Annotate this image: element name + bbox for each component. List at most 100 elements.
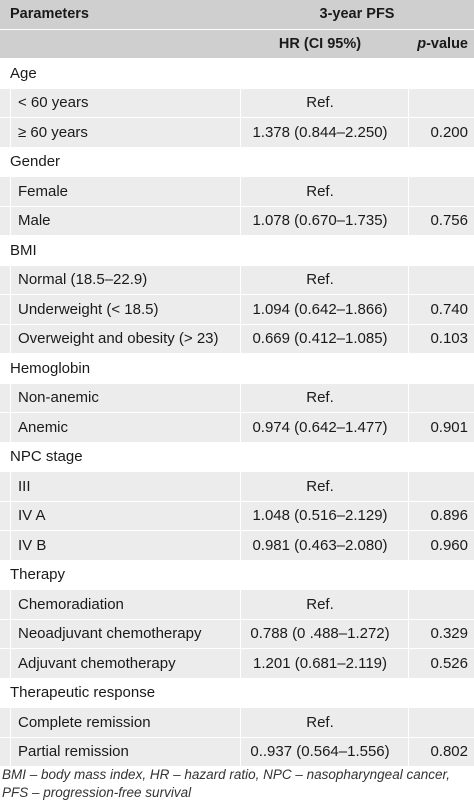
column-divider [408, 265, 409, 294]
column-divider [10, 118, 11, 147]
column-divider [408, 295, 409, 324]
table-footnote: BMI – body mass index, HR – hazard ratio… [2, 766, 472, 802]
category-label: Therapy [10, 566, 66, 584]
column-divider [408, 413, 409, 442]
column-divider [10, 531, 11, 560]
p-value [408, 384, 474, 413]
footnote-line-2: PFS – progression-free survival [2, 785, 192, 800]
column-divider [10, 472, 11, 501]
p-value: 0.802 [430, 743, 468, 761]
row-label: Non-anemic [18, 389, 99, 407]
p-value: 0.756 [430, 212, 468, 230]
table-row: Partial remission 0..937 (0.564–1.556) 0.8… [0, 737, 474, 767]
column-divider [408, 708, 409, 737]
column-divider [240, 737, 241, 766]
hr-value: Ref. [306, 271, 334, 289]
p-value: 0.896 [430, 507, 468, 525]
column-divider [408, 619, 409, 648]
row-label: < 60 years [18, 94, 89, 112]
row-label: IV B [18, 536, 47, 554]
column-divider [10, 295, 11, 324]
row-label: Chemoradiation [18, 595, 124, 613]
header-row-top: Parameters 3-year PFS [0, 0, 474, 30]
category-row: Gender [0, 147, 474, 177]
column-divider [408, 649, 409, 678]
table-row: Non-anemic Ref. [0, 383, 474, 413]
table-row: IV A 1.048 (0.516–2.129) 0.896 [0, 501, 474, 531]
row-label: IV A [18, 507, 46, 525]
p-value: 0.329 [430, 625, 468, 643]
row-label: Adjuvant chemotherapy [18, 654, 176, 672]
column-divider [240, 590, 241, 619]
hr-value: 0.788 (0 .488–1.272) [250, 625, 390, 643]
hr-value: 0.669 (0.412–1.085) [252, 330, 388, 348]
column-divider [10, 265, 11, 294]
column-divider [408, 472, 409, 501]
hr-value: 0.981 (0.463–2.080) [252, 536, 388, 554]
column-divider [408, 383, 409, 412]
row-label: Partial remission [18, 743, 129, 761]
column-divider [240, 501, 241, 530]
p-value: 0.200 [430, 123, 468, 141]
hr-value: Ref. [306, 389, 334, 407]
table-row: Female Ref. [0, 177, 474, 207]
p-value [408, 266, 474, 295]
column-divider [408, 88, 409, 117]
p-value [408, 590, 474, 619]
hr-value: 1.078 (0.670–1.735) [252, 212, 388, 230]
hr-value: Ref. [306, 477, 334, 495]
table-row: Underweight (< 18.5) 1.094 (0.642–1.866) 0… [0, 295, 474, 325]
column-divider [240, 118, 241, 147]
column-divider [10, 708, 11, 737]
p-value [408, 708, 474, 737]
table-row: Normal (18.5–22.9) Ref. [0, 265, 474, 295]
column-divider [240, 177, 241, 206]
table-row: < 60 years Ref. [0, 88, 474, 118]
hr-value: 1.201 (0.681–2.119) [253, 654, 387, 672]
hr-value: Ref. [306, 182, 334, 200]
hr-value: Ref. [306, 595, 334, 613]
column-divider [240, 324, 241, 353]
category-row: NPC stage [0, 442, 474, 472]
table-row: Adjuvant chemotherapy 1.201 (0.681–2.119)… [0, 649, 474, 679]
row-label: Overweight and obesity (> 23) [18, 330, 219, 348]
hr-value: 1.378 (0.844–2.250) [252, 123, 388, 141]
p-value [408, 89, 474, 118]
hr-value: 0..937 (0.564–1.556) [250, 743, 390, 761]
p-value: 0.740 [430, 300, 468, 318]
column-divider [408, 590, 409, 619]
p-value: 0.960 [430, 536, 468, 554]
row-label: Underweight (< 18.5) [18, 300, 159, 318]
column-divider [240, 649, 241, 678]
p-value: 0.103 [430, 330, 468, 348]
column-divider [10, 177, 11, 206]
hr-value: 0.974 (0.642–1.477) [252, 418, 388, 436]
column-divider [240, 206, 241, 235]
p-value: 0.901 [430, 418, 468, 436]
category-row: Therapeutic response [0, 678, 474, 708]
column-divider [10, 590, 11, 619]
category-label: Hemoglobin [10, 359, 91, 377]
column-divider [240, 619, 241, 648]
column-divider [240, 265, 241, 294]
column-divider [240, 708, 241, 737]
category-row: Therapy [0, 560, 474, 590]
p-value [408, 177, 474, 206]
table-row: Overweight and obesity (> 23) 0.669 (0.41… [0, 324, 474, 354]
table-row: Male 1.078 (0.670–1.735) 0.756 [0, 206, 474, 236]
column-divider [10, 649, 11, 678]
column-divider [10, 413, 11, 442]
column-divider [240, 531, 241, 560]
pfs-group-header: 3-year PFS [319, 6, 395, 23]
table-row: IV B 0.981 (0.463–2.080) 0.960 [0, 531, 474, 561]
hr-header: HR (CI 95%) [278, 35, 362, 52]
row-label: Normal (18.5–22.9) [18, 271, 148, 289]
p-suffix: -value [426, 35, 468, 52]
column-divider [240, 472, 241, 501]
category-row: BMI [0, 236, 474, 266]
column-divider [240, 413, 241, 442]
column-divider [10, 501, 11, 530]
column-divider [408, 324, 409, 353]
table-row: Chemoradiation Ref. [0, 590, 474, 620]
column-divider [408, 501, 409, 530]
